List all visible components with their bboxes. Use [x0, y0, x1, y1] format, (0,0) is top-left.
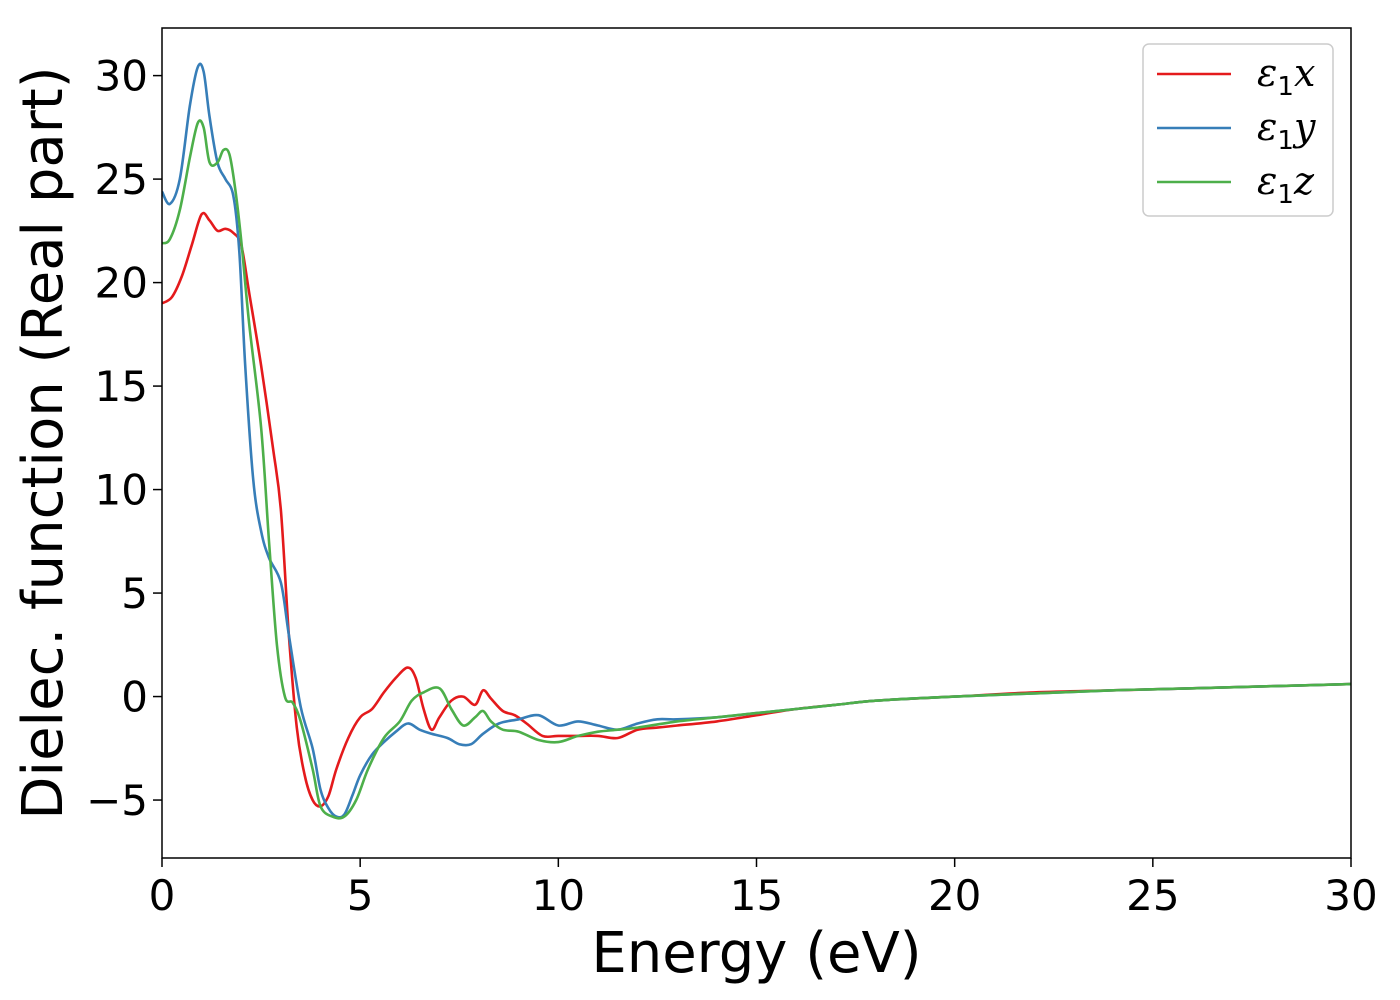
legend-box [1142, 43, 1334, 217]
y-tick-label: 25 [95, 155, 148, 204]
y-axis-ticks: −5 0 5 10 15 20 25 30 [86, 52, 162, 825]
series-line-x [162, 211, 1351, 808]
y-tick-label: 10 [95, 466, 148, 515]
x-tick-label: 10 [532, 871, 585, 920]
x-tick-label: 20 [928, 871, 981, 920]
y-axis-title: Dielec. function (Real part) [11, 66, 76, 819]
x-tick-label: 15 [730, 871, 783, 920]
series-line-z [162, 119, 1351, 820]
x-tick-label: 30 [1324, 871, 1377, 920]
x-axis-title: Energy (eV) [591, 921, 921, 986]
x-tick-label: 0 [149, 871, 176, 920]
series-lines [162, 62, 1351, 820]
y-tick-label: 20 [95, 259, 148, 308]
y-tick-label: 30 [95, 52, 148, 101]
x-tick-label: 5 [347, 871, 374, 920]
x-tick-label: 25 [1126, 871, 1179, 920]
legend-label-y: ε1y [1257, 105, 1316, 156]
legend-label-z: ε1z [1257, 159, 1315, 210]
y-tick-label: 5 [121, 569, 148, 618]
legend-label-x: ε1x [1257, 51, 1315, 102]
y-tick-label: 15 [95, 362, 148, 411]
y-tick-label: 0 [121, 673, 148, 722]
y-tick-label: −5 [86, 776, 148, 825]
x-axis-ticks: 0 5 10 15 20 25 30 [149, 858, 1378, 920]
